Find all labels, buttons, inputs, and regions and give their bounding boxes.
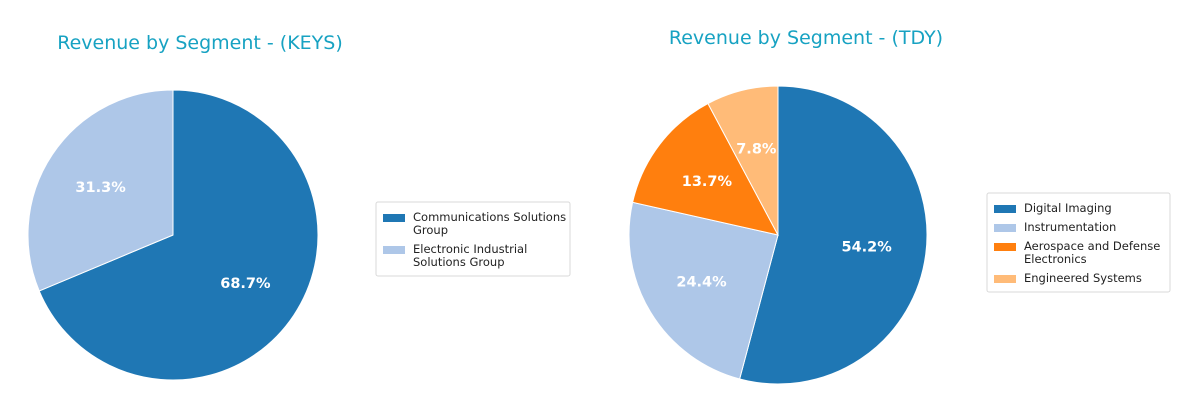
pie-slice-1-3 [707,85,779,236]
legend-swatch-1-3 [994,275,1016,283]
legend-label-1-3: Engineered Systems [1024,271,1142,285]
slice-pct-label-0-1: 31.3% [75,180,126,196]
slice-pct-label-1-3: 7.8% [736,141,777,157]
legend-frame-1 [986,192,1171,293]
legend-label-0-0: Communications Solutions Group [413,210,566,237]
pie-keys: 68.7% 31.3% [27,89,319,381]
chart-title-keys: Revenue by Segment - (KEYS) [57,32,343,54]
pie-tdy: 54.2% 24.4% 13.7% 7.8% [628,85,928,385]
slice-pct-label-1-2: 13.7% [682,174,733,190]
pie-slice-0-1 [27,89,174,292]
legend-swatch-1-2 [994,243,1016,251]
legend-label-1-1: Instrumentation [1024,220,1116,234]
pie-slice-1-2 [632,102,779,236]
pie-slice-1-1 [628,201,779,380]
pie-slice-1-0 [739,85,928,385]
legend-swatch-1-1 [994,224,1016,232]
legend-swatch-0-1 [383,246,405,254]
chart-title-tdy: Revenue by Segment - (TDY) [669,27,943,49]
legend-label-0-1: Electronic Industrial Solutions Group [413,242,527,269]
legend-label-1-2: Aerospace and Defense Electronics [1024,239,1160,266]
legend-swatch-0-0 [383,214,405,222]
legend-keys: Communications Solutions Group Electronic … [375,201,571,277]
slice-pct-label-0-0: 68.7% [220,276,271,292]
legend-label-1-0: Digital Imaging [1024,201,1112,215]
pie-slice-0-0 [38,89,319,381]
slice-pct-label-1-0: 54.2% [841,240,892,256]
legend-swatch-1-0 [994,205,1016,213]
legend-tdy: Digital Imaging Instrumentation Aerospace … [986,192,1171,293]
legend-frame-0 [375,201,571,277]
slice-pct-label-1-1: 24.4% [676,274,727,290]
